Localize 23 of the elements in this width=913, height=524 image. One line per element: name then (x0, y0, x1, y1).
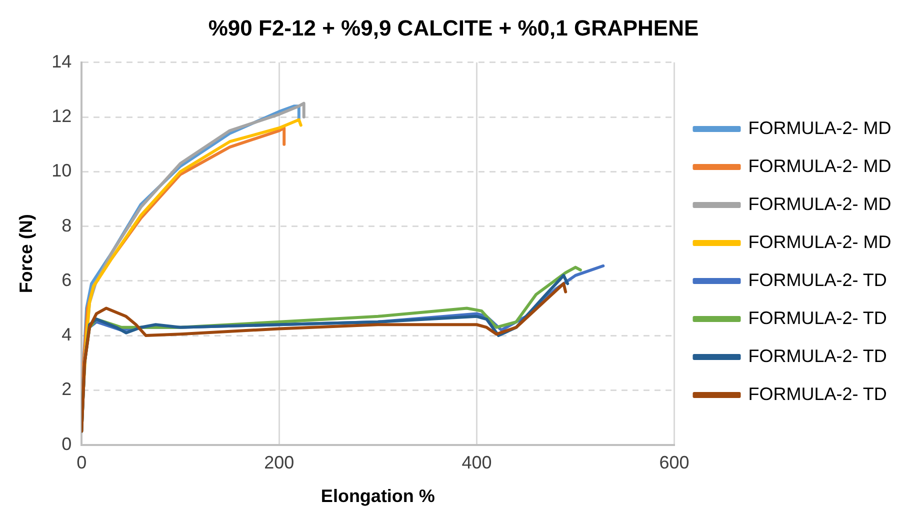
legend-label: FORMULA-2- MD (748, 156, 892, 176)
y-tick-label: 0 (62, 434, 72, 454)
y-tick-label: 12 (52, 106, 72, 126)
y-tick-label: 14 (52, 51, 72, 72)
y-tick-label: 2 (62, 379, 72, 400)
legend-label: FORMULA-2- MD (748, 232, 892, 252)
legend-label: FORMULA-2- TD (748, 384, 887, 404)
y-tick-label: 6 (62, 270, 72, 290)
y-tick-label: 8 (62, 215, 72, 236)
y-tick-label: 4 (62, 324, 72, 345)
y-axis-title: Force (N) (16, 214, 36, 294)
x-tick-label: 600 (659, 452, 690, 473)
x-axis-title: Elongation % (320, 486, 435, 506)
legend-label: FORMULA-2- MD (748, 118, 892, 138)
legend-label: FORMULA-2- TD (748, 346, 887, 366)
x-tick-label: 0 (76, 452, 87, 473)
legend-label: FORMULA-2- TD (748, 308, 887, 328)
chart-title: %90 F2-12 + %9,9 CALCITE + %0,1 GRAPHENE (208, 15, 699, 40)
legend-label: FORMULA-2- TD (748, 270, 887, 290)
x-tick-label: 200 (264, 452, 294, 473)
x-tick-label: 400 (462, 452, 492, 473)
legend-label: FORMULA-2- MD (748, 194, 892, 214)
y-tick-label: 10 (52, 160, 72, 181)
